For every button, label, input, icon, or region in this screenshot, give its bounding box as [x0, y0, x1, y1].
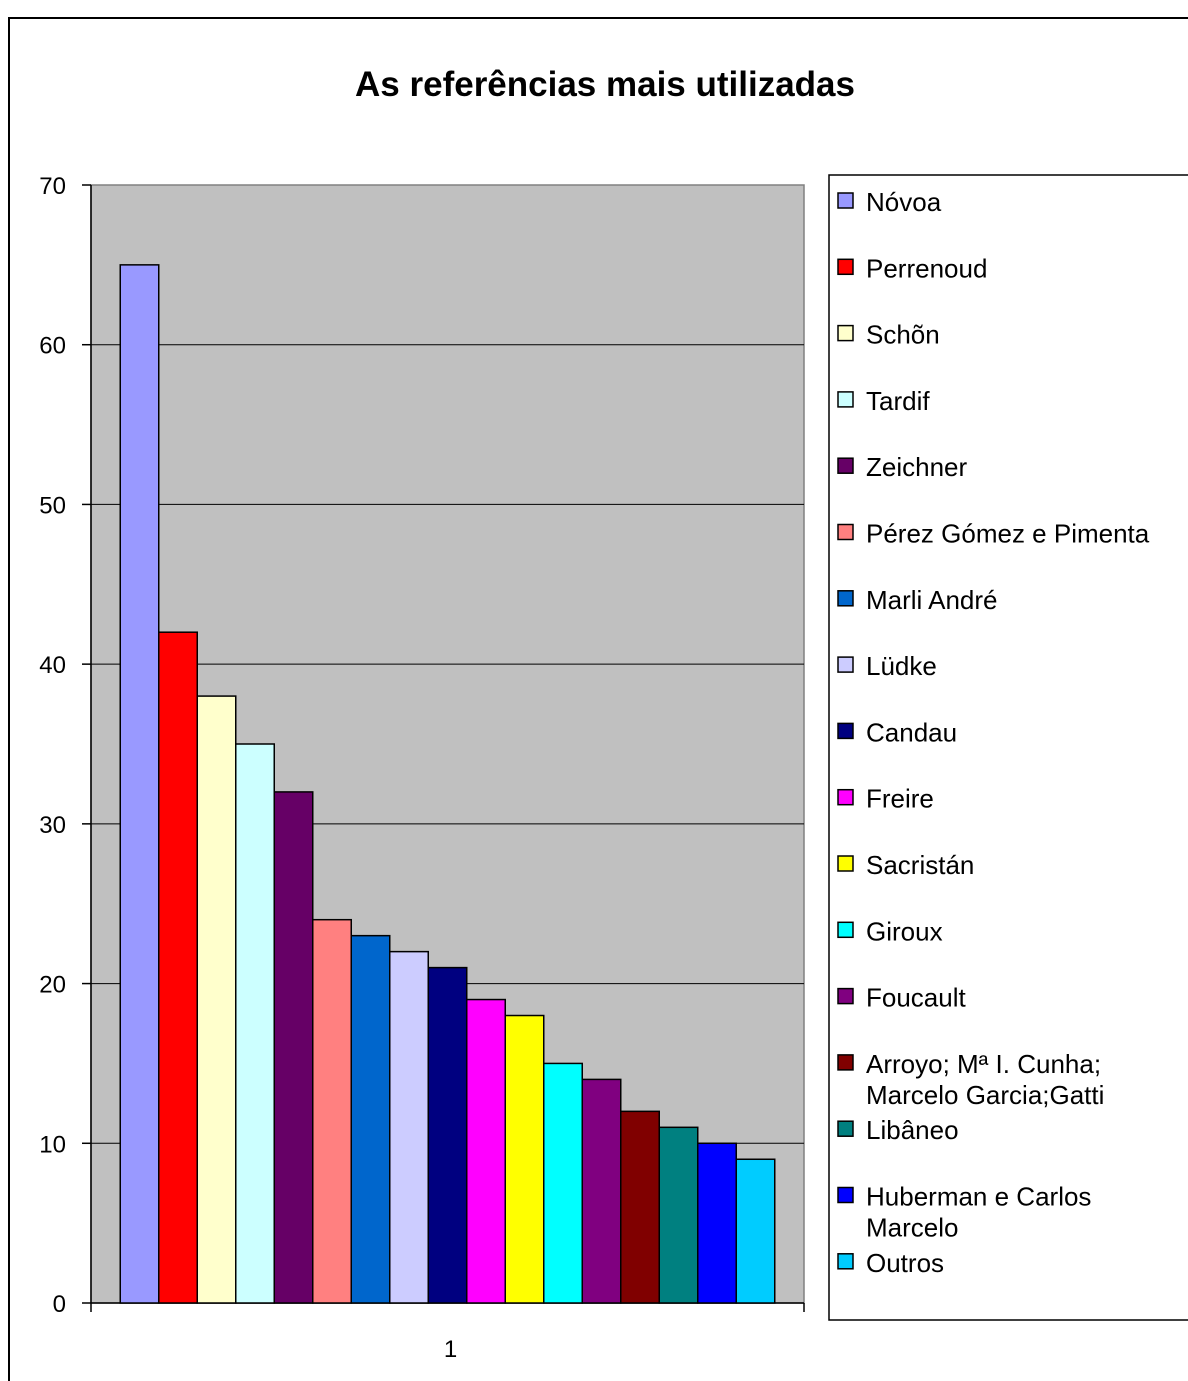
legend-swatch: [837, 722, 854, 740]
legend-label: Lüdke: [866, 651, 937, 681]
legend-label: Libâneo: [866, 1115, 959, 1145]
legend-label: Nóvoa: [866, 187, 942, 217]
y-tick-label: 0: [53, 1291, 66, 1318]
legend-label: Giroux: [866, 916, 943, 946]
y-tick-label: 70: [39, 173, 66, 200]
x-tick-label: 1: [444, 1336, 457, 1363]
bar: [735, 1158, 776, 1304]
y-tick-label: 50: [39, 492, 66, 519]
legend-swatch: [837, 1120, 854, 1137]
y-tick-label: 10: [39, 1131, 66, 1158]
bar: [581, 1078, 622, 1304]
y-tick-label: 60: [39, 333, 66, 360]
legend-box: [828, 174, 1188, 1321]
chart-title: As referências mais utilizadas: [355, 65, 855, 104]
y-tick-label: 30: [39, 812, 66, 839]
legend-swatch: [837, 192, 854, 209]
bar: [466, 998, 506, 1304]
bar: [273, 791, 314, 1304]
legend-swatch: [837, 921, 854, 939]
bar: [119, 264, 160, 1304]
bar: [620, 1110, 660, 1304]
bar: [196, 695, 237, 1304]
legend-label: Foucault: [866, 983, 966, 1013]
bar: [389, 950, 429, 1304]
legend-label: Pérez Gómez e Pimenta: [866, 519, 1150, 549]
legend-label: Perrenoud: [866, 253, 987, 283]
bar: [658, 1126, 699, 1304]
legend-label: Marli André: [866, 585, 998, 615]
legend-swatch: [837, 1054, 854, 1071]
legend-label: Marcelo Garcia;Gatti: [866, 1080, 1104, 1110]
bar: [158, 631, 198, 1304]
legend-swatch: [837, 258, 854, 276]
legend-label: Huberman e Carlos: [866, 1182, 1091, 1212]
legend-swatch: [837, 1253, 854, 1270]
legend-swatch: [837, 788, 854, 806]
legend-swatch: [837, 523, 854, 541]
bar: [427, 966, 468, 1304]
bar: [697, 1142, 737, 1304]
legend-label: Tardif: [866, 386, 930, 416]
legend-swatch: [837, 590, 854, 607]
y-tick-label: 40: [39, 652, 66, 679]
legend-swatch: [837, 1186, 854, 1204]
legend-label: Candau: [866, 717, 957, 747]
bar: [350, 934, 391, 1304]
legend-swatch: [837, 457, 854, 474]
legend-swatch: [837, 855, 854, 872]
legend-label: Marcelo: [866, 1213, 958, 1243]
legend-label: Arroyo; Mª I. Cunha;: [866, 1049, 1101, 1079]
legend-swatch: [837, 656, 854, 673]
legend-label: Freire: [866, 784, 934, 814]
legend-swatch: [837, 324, 854, 342]
legend-label: Sacristán: [866, 850, 974, 880]
bar: [312, 918, 352, 1304]
legend-label: Zeichner: [866, 452, 967, 482]
y-tick-label: 20: [39, 972, 66, 999]
bar: [504, 1014, 545, 1304]
legend-label: Schõn: [866, 320, 940, 350]
bar: [235, 743, 275, 1304]
legend-label: Outros: [866, 1248, 944, 1278]
legend-swatch: [837, 987, 854, 1005]
legend-swatch: [837, 391, 854, 408]
bar: [543, 1062, 583, 1304]
